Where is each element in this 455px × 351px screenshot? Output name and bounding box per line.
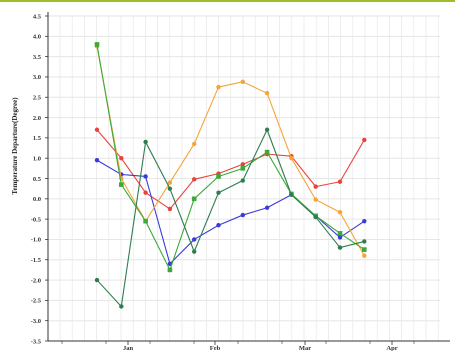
data-point bbox=[240, 162, 245, 167]
data-point bbox=[167, 261, 173, 267]
data-point bbox=[337, 245, 343, 250]
series-line bbox=[96, 129, 365, 210]
data-point bbox=[119, 155, 124, 161]
data-point bbox=[337, 235, 343, 240]
data-point bbox=[313, 197, 318, 202]
data-point bbox=[192, 177, 197, 182]
y-tick-label: 3.0 bbox=[33, 74, 41, 81]
data-point bbox=[264, 127, 270, 132]
data-point bbox=[362, 218, 367, 224]
data-point bbox=[192, 249, 197, 254]
data-point bbox=[216, 223, 221, 228]
y-tick-label: -2.0 bbox=[31, 277, 41, 284]
y-tick-label: 4.5 bbox=[33, 13, 42, 20]
y-tick-label: -3.5 bbox=[31, 338, 42, 345]
data-point bbox=[362, 247, 367, 252]
y-tick-label: -1.0 bbox=[31, 237, 41, 244]
y-tick-label: 1.5 bbox=[33, 135, 42, 142]
data-point bbox=[167, 267, 173, 273]
data-point bbox=[289, 192, 294, 197]
data-point bbox=[191, 196, 197, 202]
data-point bbox=[94, 158, 100, 163]
grid bbox=[48, 15, 440, 342]
data-point bbox=[337, 179, 343, 184]
y-tick-label: -1.5 bbox=[31, 257, 42, 264]
y-tick-label: 2.5 bbox=[33, 95, 42, 102]
data-point bbox=[240, 79, 245, 85]
data-point bbox=[143, 174, 148, 179]
y-tick-label: 4.0 bbox=[33, 34, 41, 41]
data-point bbox=[119, 304, 124, 309]
data-point bbox=[216, 174, 221, 179]
data-point bbox=[362, 137, 367, 143]
data-point bbox=[94, 127, 100, 132]
data-point bbox=[143, 139, 148, 145]
series-4 bbox=[94, 42, 367, 273]
series-layer bbox=[94, 42, 367, 309]
x-category-label: Apr bbox=[386, 345, 397, 351]
data-point bbox=[313, 184, 318, 189]
y-tick-label: -0.5 bbox=[31, 216, 42, 223]
data-point bbox=[240, 212, 245, 218]
x-category-label: Mar bbox=[299, 345, 311, 351]
data-point bbox=[289, 155, 294, 161]
series-line bbox=[96, 44, 365, 271]
data-point bbox=[216, 190, 221, 195]
data-point bbox=[264, 149, 270, 155]
y-tick-label: 1.0 bbox=[33, 155, 41, 162]
data-point bbox=[240, 178, 245, 183]
data-point bbox=[143, 218, 148, 224]
y-tick-label: 2.0 bbox=[33, 115, 41, 122]
series-line bbox=[96, 46, 365, 256]
y-tick-label: 0.0 bbox=[33, 196, 41, 203]
data-point bbox=[167, 186, 173, 191]
data-point bbox=[94, 42, 100, 47]
series-5 bbox=[94, 127, 367, 309]
x-category-label: Feb bbox=[210, 345, 221, 351]
data-point bbox=[119, 182, 124, 187]
y-tick-label: 3.5 bbox=[33, 54, 42, 61]
data-point bbox=[216, 84, 221, 90]
data-point bbox=[240, 166, 246, 171]
data-point bbox=[264, 205, 270, 210]
data-point bbox=[94, 277, 100, 283]
series-3 bbox=[94, 44, 367, 258]
x-category-label: Jan bbox=[123, 345, 134, 351]
data-point bbox=[192, 141, 197, 147]
data-point bbox=[167, 206, 173, 212]
data-point bbox=[362, 239, 367, 244]
series-line bbox=[96, 129, 365, 308]
axes: 4.5 4.0 3.5 3.0 2.5 2.0 1.5 1.0 0.5 0.0 -0.5 -1.0 -1… bbox=[31, 12, 450, 351]
data-point bbox=[192, 237, 197, 242]
data-point bbox=[337, 210, 343, 215]
data-point bbox=[362, 253, 367, 258]
y-axis-title: Temperature Departure(Degree) bbox=[11, 97, 19, 195]
data-point bbox=[143, 190, 148, 195]
y-tick-label: 0.5 bbox=[33, 176, 42, 183]
data-point bbox=[313, 214, 318, 220]
data-point bbox=[167, 180, 173, 185]
data-point bbox=[337, 231, 343, 236]
y-tick-label: -3.0 bbox=[31, 318, 41, 325]
y-tick-label: -2.5 bbox=[31, 298, 42, 305]
data-point bbox=[264, 90, 270, 96]
